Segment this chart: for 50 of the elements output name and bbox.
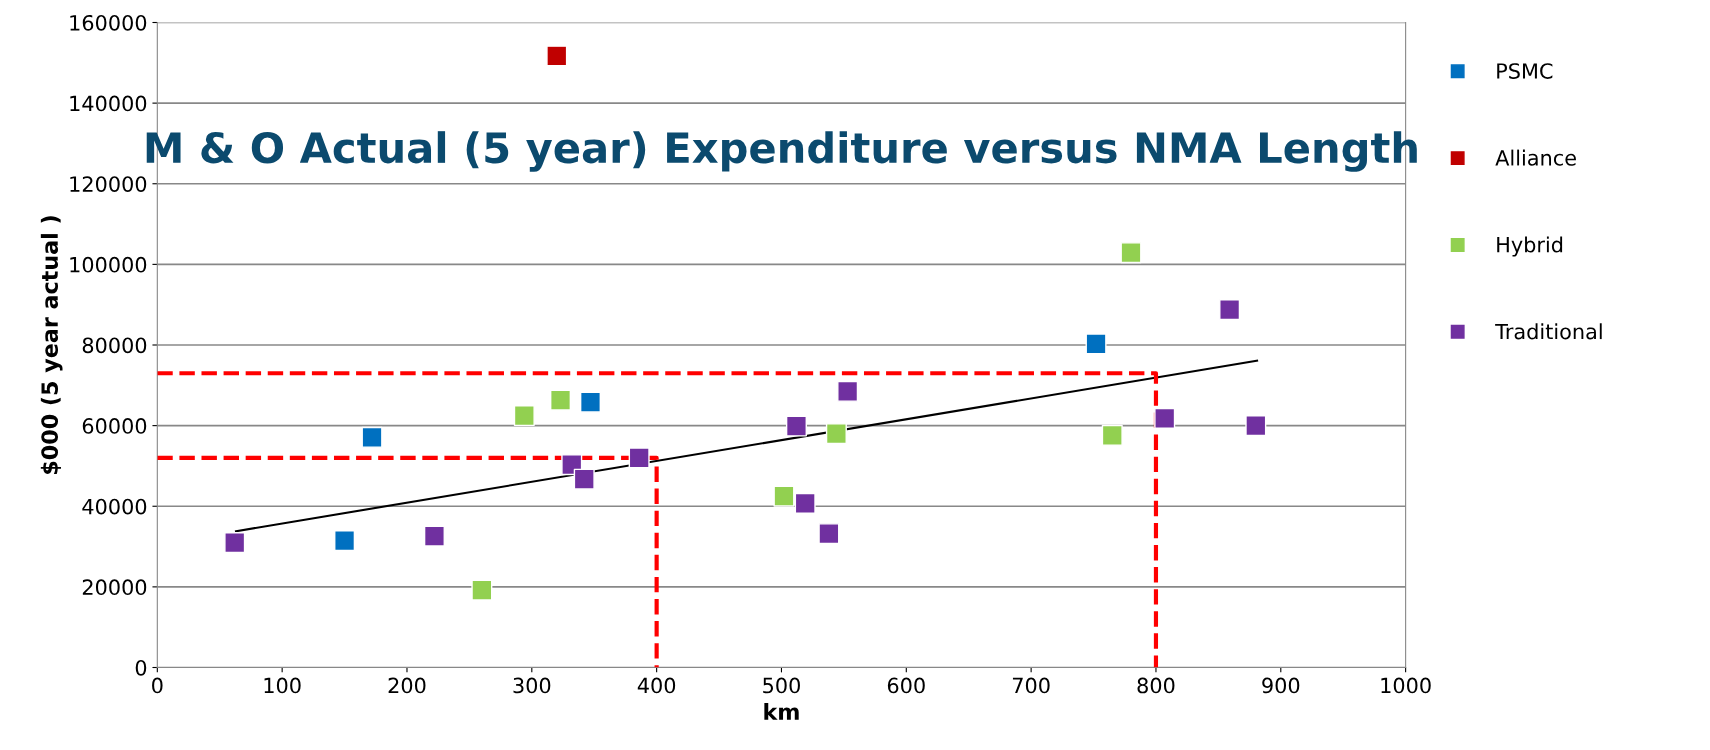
x-tick-label: 500 <box>763 677 800 694</box>
point <box>423 525 445 547</box>
y-tick-label: 20000 <box>82 579 147 596</box>
x-axis-title: km <box>764 702 799 720</box>
legend-label: Traditional <box>1495 323 1602 340</box>
x-tick-label: 400 <box>637 677 676 694</box>
point <box>573 468 595 490</box>
y-tick-label: 0 <box>135 659 147 676</box>
point <box>1120 242 1142 264</box>
point <box>1085 333 1107 355</box>
y-tick-label: 140000 <box>70 95 147 112</box>
point <box>361 426 383 448</box>
x-tick-label: 1000 <box>1381 677 1431 694</box>
x-tick-label: 800 <box>1137 677 1175 694</box>
point <box>837 380 859 402</box>
y-tick-label: 100000 <box>70 256 147 273</box>
point <box>334 529 356 552</box>
y-tick-label: 120000 <box>70 176 147 192</box>
y-tick-label: 40000 <box>82 498 147 515</box>
point <box>550 389 572 411</box>
legend-label: Alliance <box>1495 149 1576 166</box>
point <box>825 423 847 445</box>
point <box>773 485 795 507</box>
x-tick-label: 0 <box>152 677 163 694</box>
legend-label: PSMC <box>1497 63 1553 79</box>
point <box>628 447 650 469</box>
x-tick-label: 900 <box>1262 677 1300 694</box>
point <box>818 523 840 545</box>
text: M & O Actual (5 year) Expenditure versus NMA Length <box>146 131 1417 172</box>
point <box>1219 299 1241 321</box>
point <box>579 391 601 413</box>
point <box>471 579 493 601</box>
point <box>513 405 535 427</box>
x-tick-label: 600 <box>887 677 925 694</box>
point <box>224 532 246 554</box>
y-tick-label: 80000 <box>82 337 147 354</box>
point <box>546 45 568 67</box>
x-tick-label: 700 <box>1012 677 1050 694</box>
legend-label: Hybrid <box>1497 236 1563 257</box>
x-tick-label: 200 <box>388 677 426 694</box>
point <box>1154 407 1176 429</box>
point <box>794 492 816 514</box>
y-tick-label: 160000 <box>70 14 147 31</box>
point <box>1101 424 1123 446</box>
point <box>1245 415 1267 437</box>
y-tick-label: 60000 <box>82 418 147 434</box>
y-axis-title: $000 (5 year actual ) <box>40 216 63 474</box>
x-tick-label: 100 <box>264 677 301 694</box>
point <box>785 415 807 437</box>
x-tick-label: 300 <box>513 677 551 694</box>
